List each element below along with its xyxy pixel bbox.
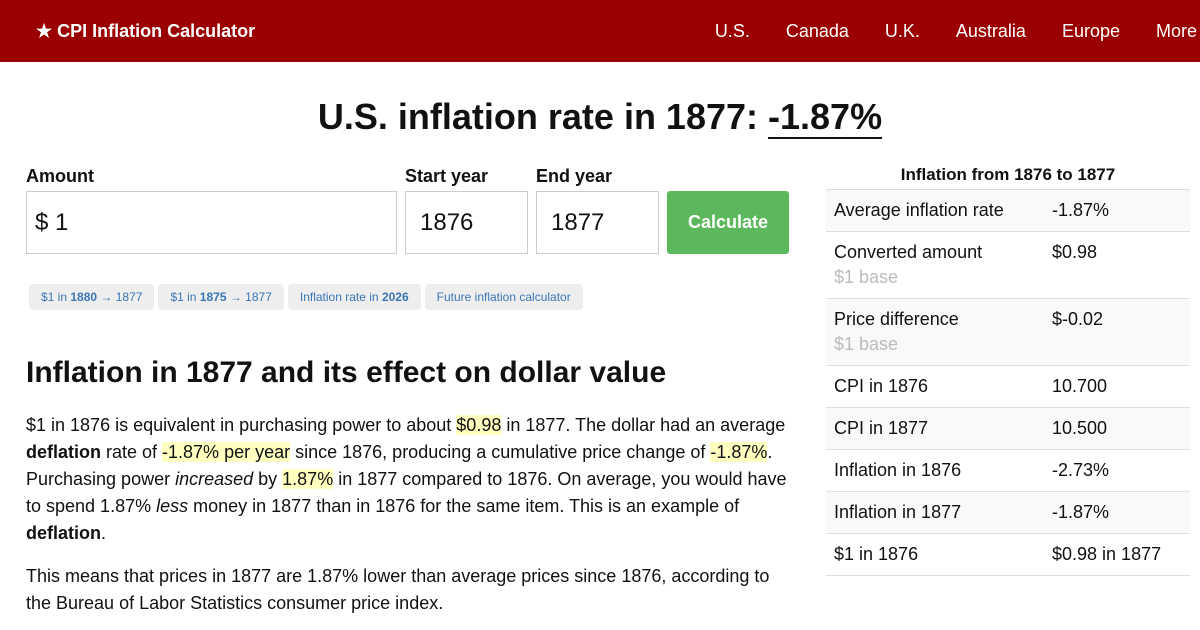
- table-row: CPI in 1876 10.700: [826, 366, 1190, 408]
- article-heading: Inflation in 1877 and its effect on doll…: [26, 356, 667, 389]
- chip-year: 2026: [381, 290, 409, 304]
- row-value: -1.87%: [1052, 502, 1110, 522]
- chip-inflation-2026[interactable]: Inflation rate in 2026: [287, 284, 421, 310]
- table-row: Converted amount $1 base $0.98: [826, 232, 1190, 299]
- chip-text: $1 in: [41, 290, 71, 304]
- calculator-form: Amount $ 1 Start year 1876 End year 1877…: [26, 166, 791, 254]
- start-year-input[interactable]: 1876: [405, 191, 528, 254]
- row-label: Inflation in 1876: [834, 460, 962, 480]
- row-label: CPI in 1877: [834, 418, 929, 438]
- row-label: Price difference $1 base: [834, 309, 1052, 355]
- end-year-label: End year: [536, 166, 613, 186]
- chip-year: 1875: [199, 290, 227, 304]
- table-row: Average inflation rate -1.87%: [826, 190, 1190, 232]
- chip-text: Future inflation calculator: [436, 290, 571, 304]
- chip-1880[interactable]: $1 in 1880 → 1877: [29, 284, 155, 310]
- nav-australia[interactable]: Australia: [955, 20, 1026, 41]
- title-rate: -1.87%: [768, 96, 883, 139]
- chip-text: Inflation rate in: [299, 290, 382, 304]
- row-label: CPI in 1876: [834, 376, 929, 396]
- title-text: U.S. inflation rate in 1877:: [317, 96, 769, 137]
- row-sublabel: $1 base: [834, 267, 899, 287]
- end-year-input[interactable]: 1877: [536, 191, 659, 254]
- page-title: U.S. inflation rate in 1877: -1.87%: [0, 96, 1200, 146]
- start-year-label: Start year: [405, 166, 489, 186]
- chip-text: → 1877: [226, 290, 272, 304]
- table-row: Inflation in 1876 -2.73%: [826, 450, 1190, 492]
- nav-more[interactable]: More: [1155, 20, 1197, 41]
- table-row: CPI in 1877 10.500: [826, 408, 1190, 450]
- row-label: Converted amount $1 base: [834, 242, 1052, 288]
- calculate-button[interactable]: Calculate: [667, 191, 789, 254]
- table-row: Inflation in 1877 -1.87%: [826, 492, 1190, 534]
- nav-uk[interactable]: U.K.: [884, 20, 920, 41]
- article-paragraph-1: $1 in 1876 is equivalent in purchasing p…: [26, 415, 787, 543]
- amount-label: Amount: [26, 166, 94, 186]
- top-nav: ★ CPI Inflation Calculator U.S. Canada U…: [0, 0, 1200, 62]
- chip-text: $1 in: [170, 290, 200, 304]
- row-value: $0.98: [1052, 242, 1098, 262]
- chip-year: 1880: [70, 290, 98, 304]
- row-value: -1.87%: [1052, 200, 1110, 220]
- row-value: 10.700: [1052, 376, 1108, 396]
- amount-input[interactable]: $ 1: [26, 191, 397, 254]
- row-value: 10.500: [1052, 418, 1108, 438]
- row-label: $1 in 1876: [834, 544, 919, 564]
- row-label: Inflation in 1877: [834, 502, 962, 522]
- nav-us[interactable]: U.S.: [714, 20, 750, 41]
- chip-1875[interactable]: $1 in 1875 → 1877: [158, 284, 284, 310]
- nav-canada[interactable]: Canada: [785, 20, 849, 41]
- nav-europe[interactable]: Europe: [1061, 20, 1120, 41]
- row-value: $0.98 in 1877: [1052, 544, 1162, 564]
- article-paragraph-2: This means that prices in 1877 are 1.87%…: [26, 566, 770, 613]
- row-value: -2.73%: [1052, 460, 1110, 480]
- row-label: Average inflation rate: [834, 200, 1004, 220]
- chip-text: → 1877: [97, 290, 143, 304]
- table-row: Price difference $1 base $-0.02: [826, 299, 1190, 366]
- brand-logo[interactable]: ★ CPI Inflation Calculator: [36, 20, 256, 41]
- summary-table: Inflation from 1876 to 1877 Average infl…: [826, 165, 1190, 576]
- row-sublabel: $1 base: [834, 334, 899, 354]
- chip-future-calculator[interactable]: Future inflation calculator: [424, 284, 583, 310]
- row-value: $-0.02: [1052, 309, 1104, 329]
- table-title: Inflation from 1876 to 1877: [826, 165, 1190, 190]
- currency-symbol: $: [35, 208, 49, 236]
- table-row: $1 in 1876 $0.98 in 1877: [826, 534, 1190, 576]
- amount-value: 1: [55, 208, 69, 236]
